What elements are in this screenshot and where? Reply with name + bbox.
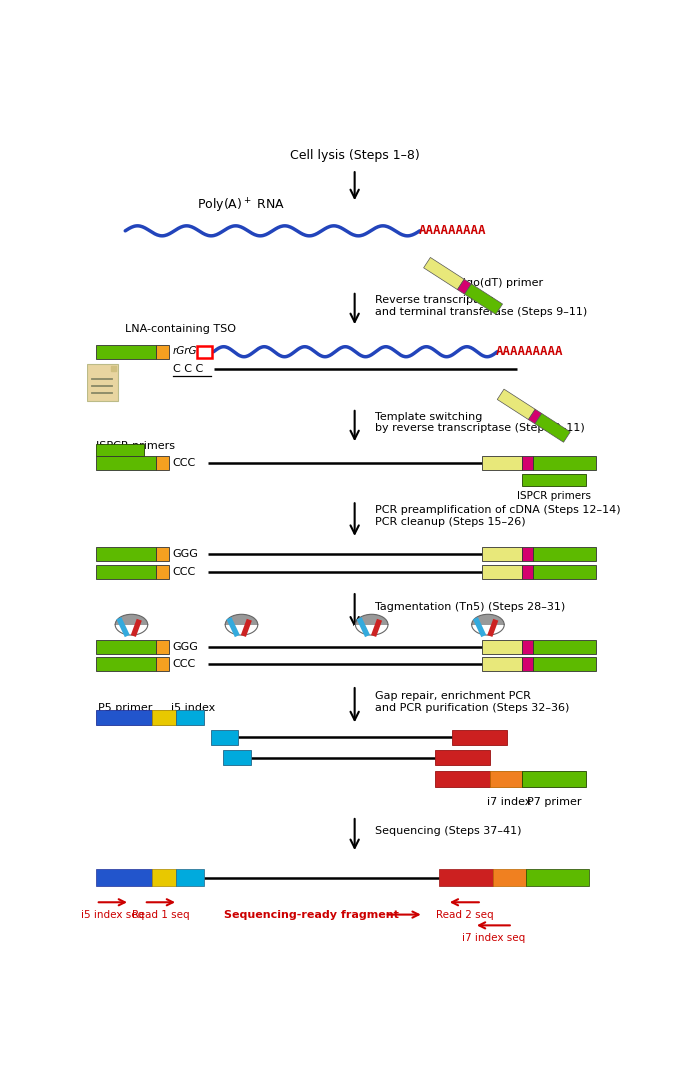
FancyBboxPatch shape xyxy=(223,749,251,766)
FancyBboxPatch shape xyxy=(439,870,493,886)
Text: CCC: CCC xyxy=(172,566,196,577)
Text: PCR preamplification of cDNA (Steps 12–14)
PCR cleanup (Steps 15–26): PCR preamplification of cDNA (Steps 12–1… xyxy=(375,505,621,526)
FancyBboxPatch shape xyxy=(95,547,156,561)
FancyBboxPatch shape xyxy=(354,625,390,636)
Text: Gap repair, enrichment PCR
and PCR purification (Steps 32–36): Gap repair, enrichment PCR and PCR purif… xyxy=(375,691,570,713)
Polygon shape xyxy=(457,279,471,295)
Text: Cell lysis (Steps 1–8): Cell lysis (Steps 1–8) xyxy=(290,148,419,161)
Polygon shape xyxy=(535,414,570,442)
Polygon shape xyxy=(498,389,535,419)
Text: ISPCR primers: ISPCR primers xyxy=(95,441,175,451)
FancyBboxPatch shape xyxy=(95,344,156,358)
FancyBboxPatch shape xyxy=(533,640,597,654)
FancyBboxPatch shape xyxy=(526,870,590,886)
FancyBboxPatch shape xyxy=(522,640,533,654)
FancyBboxPatch shape xyxy=(533,657,597,671)
FancyBboxPatch shape xyxy=(435,749,489,766)
FancyBboxPatch shape xyxy=(482,565,522,579)
Text: Read 2 seq: Read 2 seq xyxy=(436,910,493,919)
Polygon shape xyxy=(241,618,252,637)
FancyBboxPatch shape xyxy=(95,640,156,654)
FancyBboxPatch shape xyxy=(522,771,585,786)
Ellipse shape xyxy=(225,614,258,635)
FancyBboxPatch shape xyxy=(95,444,144,456)
FancyBboxPatch shape xyxy=(482,640,522,654)
FancyBboxPatch shape xyxy=(482,657,522,671)
Text: CCC: CCC xyxy=(172,458,196,468)
FancyBboxPatch shape xyxy=(156,547,170,561)
Polygon shape xyxy=(487,618,498,637)
FancyBboxPatch shape xyxy=(113,625,149,636)
Ellipse shape xyxy=(115,614,147,635)
FancyBboxPatch shape xyxy=(224,625,260,636)
FancyBboxPatch shape xyxy=(86,364,118,401)
Polygon shape xyxy=(473,617,486,637)
FancyBboxPatch shape xyxy=(435,771,489,786)
FancyBboxPatch shape xyxy=(533,547,597,561)
FancyBboxPatch shape xyxy=(156,344,170,358)
FancyBboxPatch shape xyxy=(453,730,507,745)
Polygon shape xyxy=(356,617,370,637)
Polygon shape xyxy=(131,618,142,637)
Text: rGrG: rGrG xyxy=(172,347,197,356)
Text: Reverse transcription
and terminal transferase (Steps 9–11): Reverse transcription and terminal trans… xyxy=(375,296,587,317)
Text: AAAAAAAAA: AAAAAAAAA xyxy=(419,224,486,237)
Polygon shape xyxy=(116,617,129,637)
FancyBboxPatch shape xyxy=(156,657,170,671)
FancyBboxPatch shape xyxy=(95,870,152,886)
FancyBboxPatch shape xyxy=(522,565,533,579)
Text: GGG: GGG xyxy=(172,642,199,652)
FancyBboxPatch shape xyxy=(152,709,176,726)
FancyBboxPatch shape xyxy=(156,640,170,654)
Text: i7 index seq: i7 index seq xyxy=(462,932,525,942)
FancyBboxPatch shape xyxy=(482,456,522,470)
FancyBboxPatch shape xyxy=(152,870,176,886)
Polygon shape xyxy=(529,409,542,423)
Text: i7 index: i7 index xyxy=(486,797,531,807)
Text: +G: +G xyxy=(196,347,212,356)
FancyBboxPatch shape xyxy=(522,474,585,486)
Text: Tagmentation (Tn5) (Steps 28–31): Tagmentation (Tn5) (Steps 28–31) xyxy=(375,602,565,612)
Polygon shape xyxy=(371,618,382,637)
Polygon shape xyxy=(464,284,502,314)
Ellipse shape xyxy=(356,614,388,635)
FancyBboxPatch shape xyxy=(197,345,212,357)
FancyBboxPatch shape xyxy=(176,709,203,726)
FancyBboxPatch shape xyxy=(533,565,597,579)
Text: LNA-containing TSO: LNA-containing TSO xyxy=(125,324,236,334)
FancyBboxPatch shape xyxy=(176,870,203,886)
Text: Oligo(dT) primer: Oligo(dT) primer xyxy=(451,278,543,288)
FancyBboxPatch shape xyxy=(522,547,533,561)
FancyBboxPatch shape xyxy=(95,657,156,671)
Text: CCC: CCC xyxy=(172,660,196,669)
Text: Poly(A)$^+$ RNA: Poly(A)$^+$ RNA xyxy=(197,197,286,216)
Text: i5 index seq: i5 index seq xyxy=(81,910,145,919)
Text: P5 primer: P5 primer xyxy=(98,703,152,714)
FancyBboxPatch shape xyxy=(533,456,597,470)
Text: Sequencing-ready fragment: Sequencing-ready fragment xyxy=(224,910,399,919)
Text: Sequencing (Steps 37–41): Sequencing (Steps 37–41) xyxy=(375,826,521,836)
Text: AAAAAAAAA: AAAAAAAAA xyxy=(496,345,563,358)
FancyBboxPatch shape xyxy=(95,456,156,470)
Text: ISPCR primers: ISPCR primers xyxy=(517,491,591,500)
FancyBboxPatch shape xyxy=(470,625,506,636)
FancyBboxPatch shape xyxy=(156,565,170,579)
FancyBboxPatch shape xyxy=(95,565,156,579)
FancyBboxPatch shape xyxy=(489,771,522,786)
Text: Read 1 seq: Read 1 seq xyxy=(132,910,190,919)
Polygon shape xyxy=(226,617,239,637)
FancyBboxPatch shape xyxy=(156,456,170,470)
Text: P7 primer: P7 primer xyxy=(527,797,581,807)
FancyBboxPatch shape xyxy=(210,730,239,745)
Text: Template switching
by reverse transcriptase (Steps 9–11): Template switching by reverse transcript… xyxy=(375,412,585,433)
Text: C C C: C C C xyxy=(172,365,203,375)
FancyBboxPatch shape xyxy=(493,870,526,886)
Ellipse shape xyxy=(472,614,504,635)
Polygon shape xyxy=(111,366,116,371)
FancyBboxPatch shape xyxy=(482,547,522,561)
FancyBboxPatch shape xyxy=(522,456,533,470)
FancyBboxPatch shape xyxy=(522,657,533,671)
Text: GGG: GGG xyxy=(172,549,199,559)
FancyBboxPatch shape xyxy=(95,709,152,726)
Text: i5 index: i5 index xyxy=(172,703,216,714)
